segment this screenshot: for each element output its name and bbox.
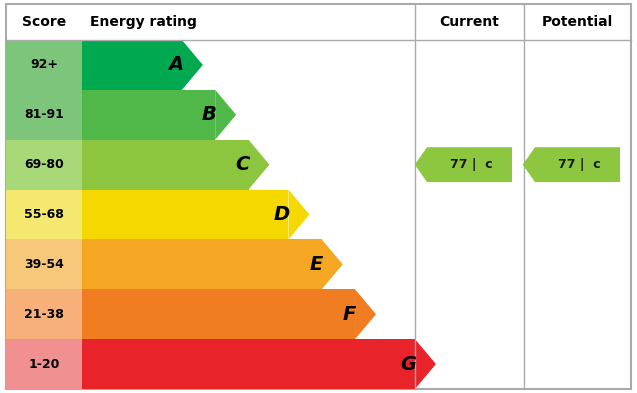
Text: 55-68: 55-68 (24, 208, 64, 221)
Text: E: E (310, 255, 323, 274)
Polygon shape (355, 289, 376, 339)
Text: C: C (235, 155, 250, 174)
Text: D: D (273, 205, 289, 224)
Text: 69-80: 69-80 (24, 158, 64, 171)
Text: G: G (400, 354, 416, 374)
Bar (6, 40, 82, 90)
Text: F: F (343, 305, 356, 324)
Text: Score: Score (22, 15, 66, 29)
Polygon shape (322, 239, 343, 289)
Bar (82, 90, 215, 140)
Bar (6, 189, 82, 239)
Text: Current: Current (440, 15, 499, 29)
Text: 92+: 92+ (30, 59, 58, 72)
Polygon shape (215, 90, 236, 140)
Polygon shape (523, 147, 620, 182)
Text: 81-91: 81-91 (24, 108, 64, 121)
Bar (82, 40, 182, 90)
Bar (82, 289, 355, 339)
Bar (6, 339, 82, 389)
Bar (6, 140, 82, 189)
Polygon shape (182, 40, 203, 90)
Bar (82, 189, 289, 239)
Text: 21-38: 21-38 (24, 308, 64, 321)
Bar (82, 239, 322, 289)
Polygon shape (248, 140, 269, 189)
Text: 39-54: 39-54 (24, 258, 64, 271)
Bar (82, 140, 248, 189)
Text: Energy rating: Energy rating (90, 15, 197, 29)
Text: 77 |  c: 77 | c (450, 158, 493, 171)
Polygon shape (415, 339, 436, 389)
Polygon shape (289, 189, 310, 239)
Text: Potential: Potential (542, 15, 613, 29)
Polygon shape (415, 147, 512, 182)
Bar (6, 90, 82, 140)
Text: B: B (201, 105, 216, 124)
Text: 1-20: 1-20 (28, 358, 60, 371)
Text: 77 |  c: 77 | c (558, 158, 601, 171)
Text: A: A (168, 55, 183, 74)
Bar (6, 289, 82, 339)
Bar (82, 339, 415, 389)
Bar (6, 239, 82, 289)
